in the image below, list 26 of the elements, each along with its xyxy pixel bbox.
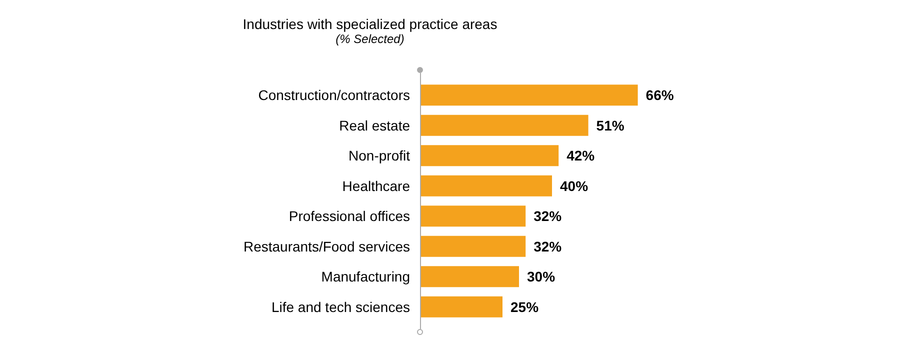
bar: [420, 114, 588, 136]
data-label: 42%: [566, 148, 596, 164]
data-label: 66%: [646, 87, 674, 104]
data-label: 32%: [534, 238, 562, 254]
data-label: 40%: [560, 178, 589, 194]
bar: [420, 236, 526, 257]
y-tick-label: Real estate: [339, 117, 410, 134]
bar: [420, 206, 526, 227]
y-tick-label: Professional offices: [288, 208, 410, 224]
bar: [420, 266, 519, 288]
y-tick-label: Construction/contractors: [258, 87, 410, 104]
data-label: 32%: [534, 208, 562, 224]
y-tick-label: Manufacturing: [321, 268, 410, 285]
bar: [420, 84, 638, 106]
y-tick-label: Non-profit: [348, 148, 410, 164]
chart-subtitle: (% Selected): [336, 32, 404, 46]
data-label: 25%: [510, 298, 540, 315]
bar: [420, 175, 552, 196]
y-tick-label: Life and tech sciences: [271, 298, 410, 315]
y-tick-label: Healthcare: [342, 178, 410, 194]
bar: [420, 296, 502, 318]
data-label: 51%: [596, 117, 625, 134]
chart-title: Industries with specialized practice areas: [242, 16, 498, 32]
bar: [420, 145, 559, 166]
y-tick-label: Restaurants/Food services: [243, 238, 410, 254]
data-label: 30%: [527, 268, 556, 285]
